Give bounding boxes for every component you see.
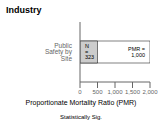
svg-text:0: 0: [78, 89, 82, 95]
svg-text:PMR =1,000: PMR =1,000: [128, 46, 145, 58]
svg-text:500: 500: [92, 89, 103, 95]
svg-text:1,500: 1,500: [125, 89, 141, 95]
svg-text:2,000: 2,000: [142, 89, 158, 95]
svg-text:N=323: N=323: [85, 43, 94, 60]
svg-text:1,000: 1,000: [107, 89, 123, 95]
html-text:Statistically Sig.: Statistically Sig.: [60, 114, 102, 120]
svg-text:PublicSafety bySite: PublicSafety bySite: [45, 42, 73, 62]
html-text:Proportionate Mortality Ratio: Proportionate Mortality Ratio (PMR): [25, 99, 137, 106]
html-text:Industry: Industry: [6, 5, 42, 15]
